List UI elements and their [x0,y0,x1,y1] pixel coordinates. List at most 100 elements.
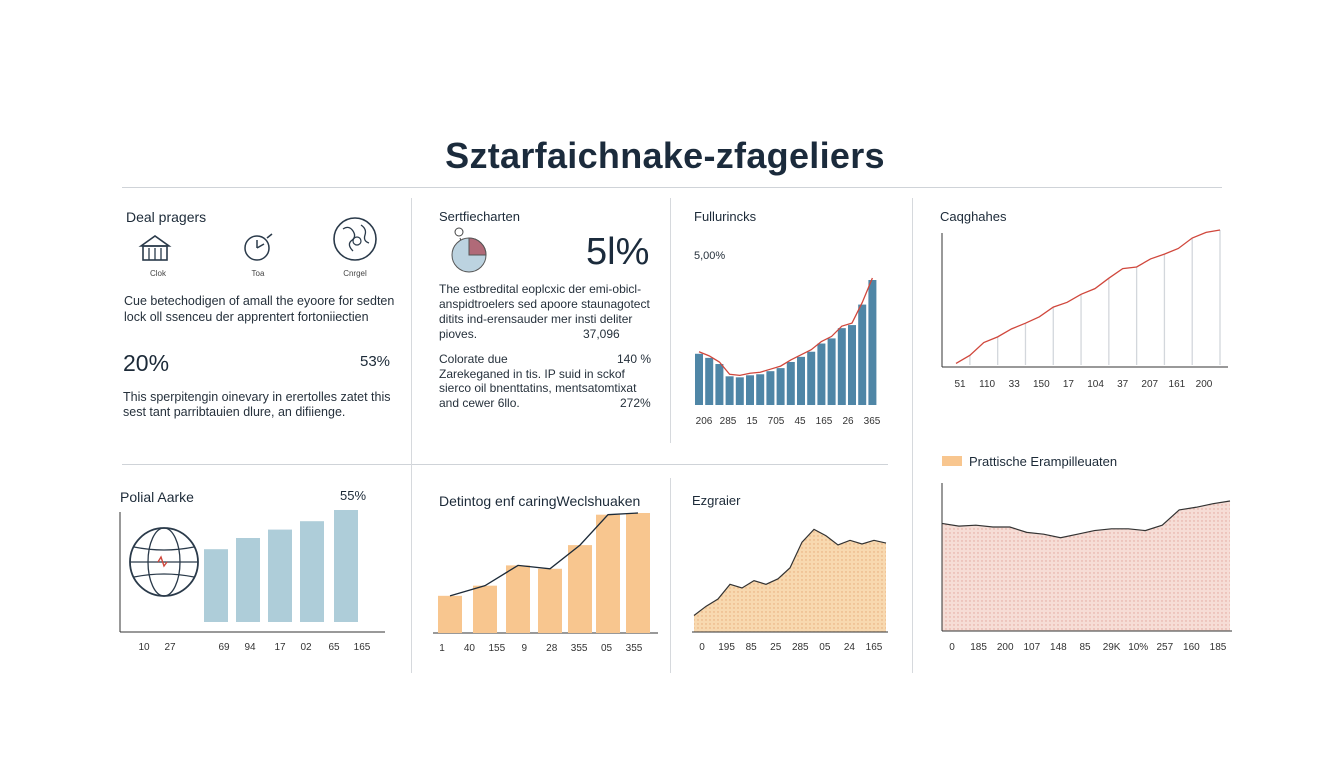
bar [705,357,714,405]
panel-2-text-line-1: The estbredital eoplcxic der emi-obicl- [439,282,642,296]
page-title: Sztarfaichnake-zfageliers [445,135,885,176]
icon-label-3: Cnrgel [343,269,367,278]
panel-1-stat-left: 20% [123,350,170,376]
x-tick-label: 355 [571,643,588,654]
x-tick-label: 705 [768,416,785,427]
x-tick-label: 05 [819,642,831,653]
x-tick-label: 110 [979,379,995,390]
x-tick-label: 185 [970,642,987,653]
globe-heart-icon [129,527,199,597]
panel-2-text-value: 37,096 [583,327,620,341]
panel-1-text2-line-1: This sperpitengin oinevary in erertolles… [123,390,391,404]
globe-icon [333,217,377,261]
x-tick-label: 17 [1063,379,1075,390]
x-tick-label: 24 [844,642,856,653]
panel-2-text-line-4: pioves. [439,327,478,341]
panel-2-row-4-value: 272% [620,396,651,410]
bar [797,356,805,405]
bar [596,514,620,633]
x-tick-label: 195 [718,642,735,653]
series-line [449,512,639,597]
bar [204,549,228,622]
x-tick-label: 285 [720,416,737,427]
pie-slice-highlight [468,237,487,256]
bar [776,368,785,405]
panel-5-title: Polial Aarke [120,489,194,505]
chart-p7: 0 195 85 25 285 05 24 165 [692,528,888,653]
x-tick-label: 200 [1196,379,1213,390]
x-tick-label: 207 [1141,379,1158,390]
bar [725,376,734,405]
series-line [693,528,887,616]
x-tick-label: 85 [1079,642,1091,653]
x-tick-label: 40 [464,643,476,654]
bar [746,375,754,405]
bar [236,538,260,622]
column-divider-1 [411,198,412,673]
panel-1-text-line-1: Cue betechodigen of amall the eyoore for… [124,294,395,308]
x-tick-label: 185 [1210,642,1227,653]
x-tick-label: 285 [792,642,809,653]
pie-chart [451,227,487,273]
x-tick-label: 05 [601,643,613,654]
x-tick-label: 02 [300,642,312,653]
x-tick-label: 355 [626,643,643,654]
panel-2-text-line-2: anspidtroelers sed apoore staunagotect [439,297,650,311]
panel-1-stat-right: 53% [360,353,391,370]
panel-8-legend: Prattische Erampilleuaten [969,454,1118,469]
bar [626,513,650,633]
x-tick-label: 200 [997,642,1014,653]
x-tick-label: 161 [1169,379,1186,390]
bar [756,374,765,405]
icon-label-1: Clok [149,269,166,278]
x-tick-label: 107 [1023,642,1040,653]
x-tick-label: 165 [354,642,371,653]
bar [538,568,562,633]
x-tick-label: 365 [864,416,881,427]
icon-label-2: Toa [251,269,265,278]
x-tick-label: 0 [699,642,705,653]
bar [827,338,836,405]
title-divider [122,187,1222,188]
x-tick-label: 25 [770,642,782,653]
bar [868,280,877,405]
column-divider-3 [912,198,913,673]
x-tick-label: 104 [1087,379,1104,390]
panel-2-row-3-label: sierco oil bnenttatins, mentsatomtixat [439,381,637,395]
panel-2-row-1-label: Colorate due [439,352,508,366]
bar [334,510,358,622]
bar [735,377,744,405]
x-tick-label: 65 [328,642,340,653]
x-tick-label: 165 [866,642,883,653]
series-line [698,277,874,376]
panel-2-row-4-label: and cewer 6llo. [439,396,520,410]
bar [568,545,592,633]
x-tick-label: 9 [522,643,528,654]
x-tick-label: 26 [842,416,854,427]
panel-4-title: Caqghahes [940,209,1007,224]
panel-5-value: 55% [340,488,367,503]
column-divider-2b [670,478,671,673]
column-divider-2a [670,198,671,443]
x-tick-label: 17 [274,642,286,653]
clock-icon [244,233,273,261]
x-tick-label: 1 [439,643,445,654]
bar [766,371,775,405]
x-tick-label: 257 [1156,642,1173,653]
chart-p6: 1 40 155 9 28 355 05 355 [433,512,658,654]
x-tick-label: 51 [954,379,966,390]
x-tick-label: 69 [218,642,230,653]
chart-p5: 10 27 69 94 17 02 65 165 [119,510,385,653]
panel-1-title: Deal pragers [126,209,207,225]
legend-swatch [942,456,962,466]
bar [817,343,826,405]
bar [837,328,846,405]
bar [506,565,530,633]
x-tick-label: 148 [1050,642,1067,653]
series-line [941,500,1231,539]
panel-3-title: Fullurincks [694,209,757,224]
bar [807,351,816,405]
bar [695,353,703,405]
bar [786,361,795,405]
x-tick-label: 206 [696,416,713,427]
